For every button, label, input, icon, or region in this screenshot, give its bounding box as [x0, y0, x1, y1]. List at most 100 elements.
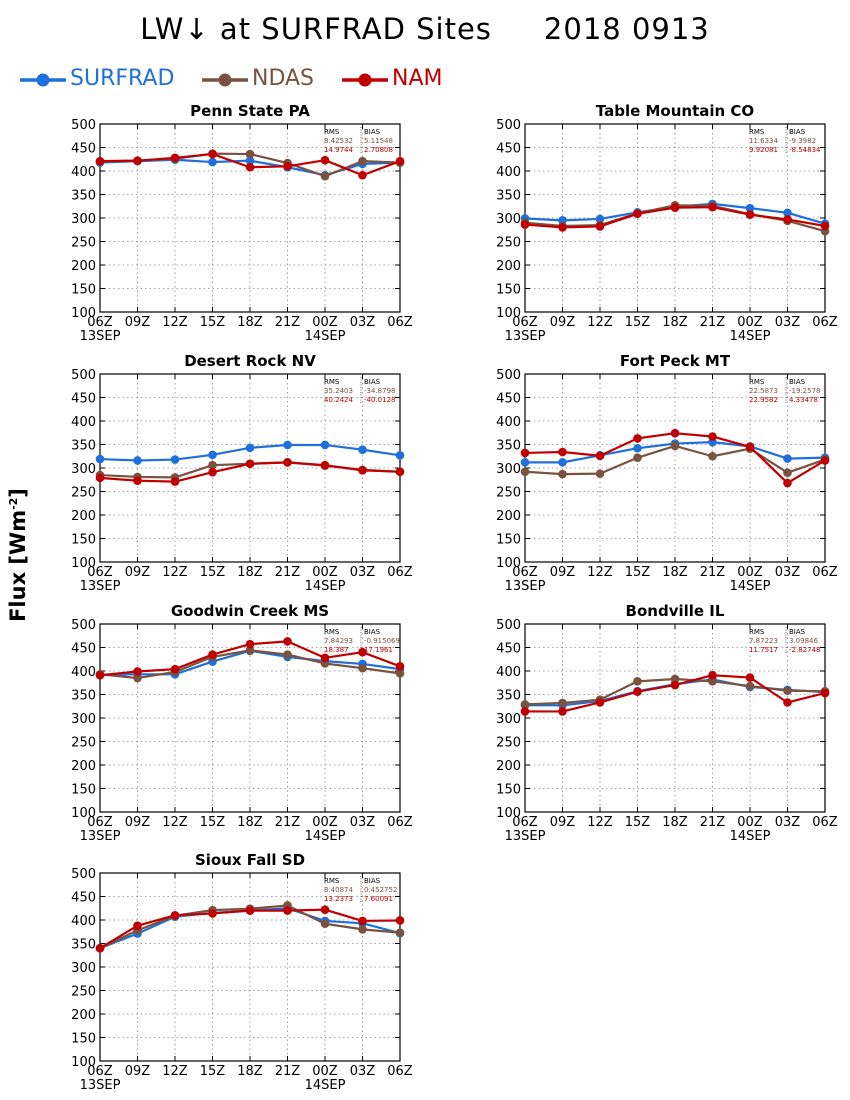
- data-point-nam: [170, 664, 180, 674]
- stats-rms-header: RMS: [749, 378, 765, 386]
- x-tick-label: 12Z: [587, 565, 613, 580]
- data-point-nam: [395, 662, 405, 671]
- data-point-ndas: [670, 441, 680, 451]
- data-point-ndas: [245, 646, 255, 655]
- x-date-label: 13SEP: [80, 829, 121, 844]
- data-point-ndas: [208, 460, 217, 470]
- data-point-nam: [783, 215, 792, 224]
- data-point-surfrad: [320, 440, 330, 450]
- data-point-surfrad: [558, 458, 567, 467]
- stats-nam-rms: 13.2373: [324, 895, 353, 903]
- y-tick-label: 250: [71, 985, 96, 1000]
- data-point-ndas: [708, 451, 717, 461]
- chart-panel: Goodwin Creek MS 100 150 200 250 300 350 400 450…: [71, 602, 413, 844]
- y-tick-label: 100: [496, 556, 521, 571]
- x-tick-label: 00Z: [737, 815, 763, 830]
- x-tick-label: 15Z: [625, 815, 651, 830]
- x-tick-label: 15Z: [625, 315, 651, 330]
- y-tick-label: 200: [71, 1008, 96, 1023]
- data-point-ndas: [670, 674, 680, 684]
- chart-panel: Fort Peck MT 100 150 200 250 300 350 400 450 500 0…: [496, 352, 838, 594]
- data-point-nam: [633, 434, 642, 443]
- stats-nam-bias: -2.82748: [789, 646, 820, 654]
- legend-label-nam: NAM: [392, 66, 443, 91]
- data-point-nam: [245, 639, 255, 649]
- data-point-nam: [358, 466, 367, 475]
- y-tick-label: 400: [71, 415, 96, 430]
- data-point-surfrad: [208, 450, 217, 460]
- y-tick-label: 500: [71, 368, 96, 383]
- data-point-nam: [670, 428, 680, 438]
- x-tick-label: 06Z: [387, 565, 413, 580]
- data-point-nam: [320, 155, 330, 165]
- stats-nam-rms: 18.387: [324, 646, 349, 654]
- y-tick-label: 500: [496, 118, 521, 133]
- y-tick-label: 500: [71, 867, 96, 882]
- x-date-label: 14SEP: [305, 829, 346, 844]
- data-point-nam: [783, 698, 792, 707]
- chart-title: Penn State PA: [190, 102, 310, 120]
- x-tick-label: 00Z: [737, 315, 763, 330]
- data-point-surfrad: [745, 203, 755, 213]
- x-tick-label: 09Z: [125, 1064, 151, 1079]
- data-point-nam: [208, 650, 217, 659]
- stats-nam-bias: -8.54834: [789, 146, 821, 154]
- data-point-nam: [320, 905, 330, 914]
- x-date-label: 14SEP: [305, 579, 346, 594]
- y-tick-label: 350: [71, 689, 96, 704]
- x-tick-label: 00Z: [312, 1064, 338, 1079]
- data-point-nam: [283, 458, 292, 467]
- data-point-ndas: [283, 650, 292, 659]
- data-point-nam: [95, 473, 105, 483]
- x-tick-label: 18Z: [237, 315, 263, 330]
- data-point-ndas: [520, 700, 530, 709]
- data-point-nam: [783, 478, 792, 488]
- data-point-nam: [820, 221, 830, 231]
- y-tick-label: 450: [71, 642, 96, 657]
- y-tick-label: 300: [71, 961, 96, 976]
- y-tick-label: 100: [71, 806, 96, 821]
- stats-rms-header: RMS: [749, 628, 765, 636]
- data-point-surfrad: [520, 458, 530, 467]
- stats-nam-rms: 14.9744: [324, 146, 353, 154]
- chart-panel: Desert Rock NV 100 150 200 250 300 350 400 450 50…: [71, 352, 413, 594]
- legend-marker-surfrad: [20, 73, 66, 87]
- data-point-surfrad: [133, 456, 142, 465]
- y-tick-label: 300: [496, 212, 521, 227]
- x-tick-label: 12Z: [587, 315, 613, 330]
- x-tick-label: 06Z: [87, 815, 113, 830]
- stats-ndas-bias: -0.915069: [364, 637, 400, 645]
- y-tick-label: 400: [496, 415, 521, 430]
- stats-rms-header: RMS: [324, 877, 340, 885]
- chart-title: Desert Rock NV: [184, 352, 316, 370]
- x-tick-label: 12Z: [162, 815, 188, 830]
- stats-nam-bias: 17.1961: [364, 646, 393, 654]
- stats-bias-header: BIAS: [364, 628, 381, 636]
- y-tick-label: 250: [71, 236, 96, 251]
- y-tick-label: 450: [71, 392, 96, 407]
- x-tick-label: 00Z: [312, 815, 338, 830]
- data-point-nam: [520, 707, 530, 716]
- x-tick-label: 06Z: [512, 315, 538, 330]
- x-tick-label: 15Z: [200, 315, 226, 330]
- x-date-label: 14SEP: [730, 329, 771, 344]
- x-tick-label: 18Z: [237, 815, 263, 830]
- x-tick-label: 12Z: [162, 1064, 188, 1079]
- stats-ndas-bias: -19.2578: [789, 387, 820, 395]
- x-tick-label: 06Z: [512, 815, 538, 830]
- data-point-ndas: [708, 677, 717, 686]
- stats-bias-header: BIAS: [364, 877, 381, 885]
- y-tick-label: 150: [71, 533, 96, 548]
- x-date-label: 14SEP: [305, 1078, 346, 1093]
- y-tick-label: 200: [496, 259, 521, 274]
- chart-title: Fort Peck MT: [620, 352, 731, 370]
- data-point-nam: [283, 637, 292, 646]
- y-tick-label: 400: [71, 165, 96, 180]
- x-date-label: 13SEP: [505, 829, 546, 844]
- data-point-nam: [170, 477, 180, 486]
- data-point-nam: [395, 467, 405, 477]
- data-point-nam: [320, 653, 330, 663]
- data-point-surfrad: [783, 454, 792, 463]
- x-tick-label: 09Z: [125, 315, 151, 330]
- x-tick-label: 00Z: [312, 315, 338, 330]
